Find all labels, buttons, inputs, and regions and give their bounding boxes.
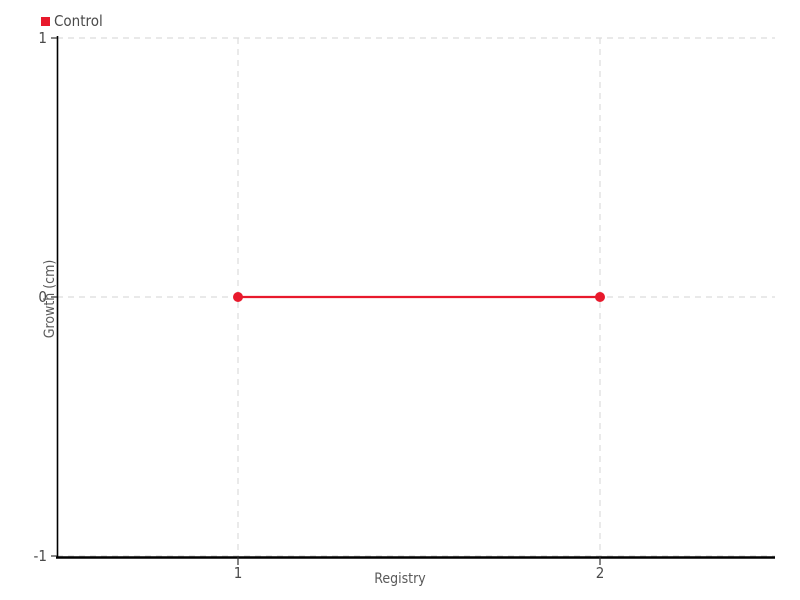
data-point-marker[interactable]: [233, 292, 243, 302]
axis-spines: [56, 36, 775, 559]
x-axis-title: Registry: [374, 571, 426, 587]
ytick-label-0: 0: [38, 288, 47, 306]
ytick-label-neg1: -1: [33, 547, 47, 565]
data-point-marker[interactable]: [595, 292, 605, 302]
axis-tick-marks: [51, 37, 601, 565]
legend-swatch-control: [41, 16, 50, 26]
legend-label-control: Control: [54, 11, 103, 30]
y-axis-title-wrapper: Growth (cm): [0, 0, 58, 600]
y-axis-title: Growth (cm): [42, 259, 58, 339]
ytick-label-1: 1: [38, 29, 47, 47]
horizontal-gridlines: [57, 37, 775, 557]
xtick-label-2: 2: [595, 564, 605, 582]
series-control: [233, 292, 605, 302]
legend[interactable]: Control: [41, 12, 103, 30]
xtick-label-1: 1: [233, 564, 243, 582]
